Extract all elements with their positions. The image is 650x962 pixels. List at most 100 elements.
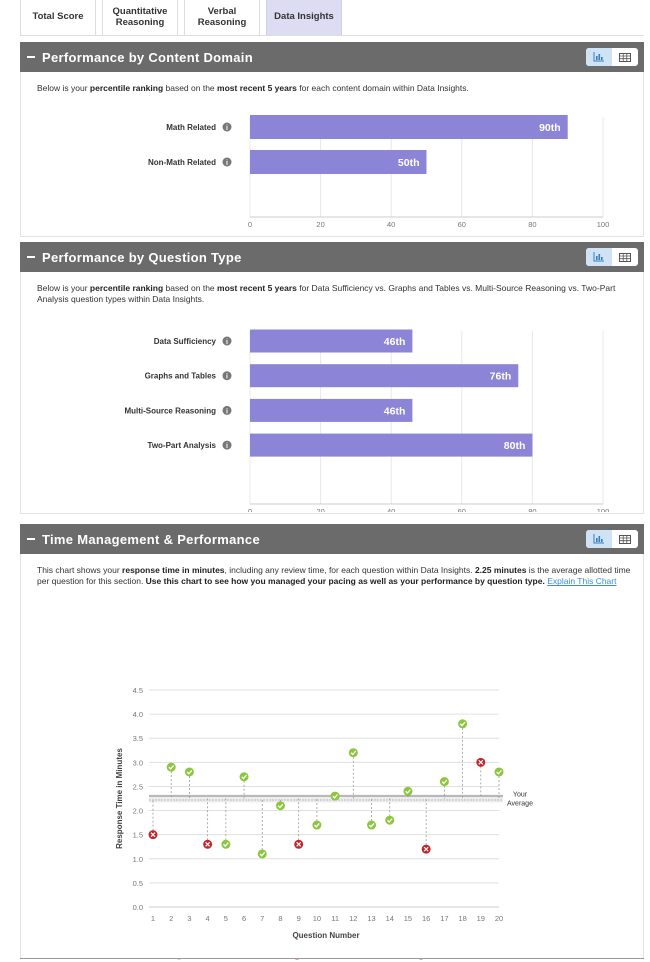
info-icon-circle [222,405,232,415]
x-tick-label: 18 [458,914,466,923]
data-point-q10 [312,820,322,830]
correct-marker [367,820,377,830]
data-point-q13 [367,820,377,830]
bar-value-label: 46th [384,405,406,417]
time-management-section: Time Management & Performance This chart… [20,524,644,960]
info-icon: i [222,157,232,167]
data-point-q6 [239,772,249,782]
bar-value-label: 90th [539,122,561,134]
y-tick-label: 2.5 [133,782,143,791]
chart-view-icon[interactable] [586,48,612,66]
y-axis-title: Response Time in Minutes [115,748,124,849]
x-icon [423,846,429,852]
content-domain-section: Performance by Content Domain Below is y… [20,42,644,237]
content-domain-chart: 0 20 40 60 80 100 Math Related i 90th Non-Math Re… [148,115,610,229]
check-icon [186,769,193,775]
section-title: Performance by Question Type [42,249,242,265]
table-view-icon[interactable] [612,48,638,66]
tabs-divider [20,35,644,36]
x-tick-label: 2 [169,914,173,923]
correct-marker [439,777,449,787]
correct-marker [494,767,504,777]
time-management-header[interactable]: Time Management & Performance [20,524,644,554]
tab-label: Total Score [32,11,84,23]
tab-label: Verbal Reasoning [197,5,247,28]
correct-marker [239,772,249,782]
x-tick-label: 60 [458,507,466,512]
bar-math-related [250,115,568,139]
y-tick-label: 1.0 [133,855,143,864]
data-point-q19 [476,757,486,767]
data-point-q2 [166,762,176,772]
bar-value-label: 76th [490,371,512,383]
info-icon-circle [222,157,232,167]
x-tick-label: 14 [386,914,394,923]
chart-view-icon[interactable] [586,248,612,266]
info-icon-glyph: i [226,160,228,167]
info-icon-glyph: i [226,339,228,346]
x-tick-label: 19 [477,914,485,923]
info-icon: i [222,405,232,415]
check-icon [405,789,411,795]
info-icon: i [222,336,232,346]
collapse-icon[interactable] [27,538,35,540]
tab-data-insights[interactable]: Data Insights [266,0,342,36]
tab-quantitative-reasoning[interactable]: Quantitative Reasoning [102,0,178,36]
tab-verbal-reasoning[interactable]: Verbal Reasoning [184,0,260,36]
tab-label: Quantitative Reasoning [112,5,168,28]
y-tick-label: 3.0 [133,758,143,767]
tab-total-score[interactable]: Total Score [20,0,96,36]
x-tick-label: 3 [187,914,191,923]
bar-value-label: 46th [384,336,406,348]
correct-marker [184,767,194,777]
bar-data-sufficiency [250,329,413,353]
content-domain-header[interactable]: Performance by Content Domain [20,42,644,72]
x-icon [205,841,211,847]
x-tick-label: 40 [387,507,395,512]
category-label-data-sufficiency: Data Sufficiency [154,337,217,346]
x-tick-label: 100 [597,220,610,229]
category-label-two-part-analysis: Two-Part Analysis [148,441,217,450]
x-icon [296,841,302,847]
x-tick-label: 80 [528,507,536,512]
data-point-q18 [458,719,468,729]
x-tick-label: 8 [278,914,282,923]
x-icon [150,832,156,838]
y-tick-label: 3.5 [133,734,143,743]
explain-chart-link[interactable]: Explain This Chart [547,576,617,587]
chart-view-icon[interactable] [586,530,612,548]
average-band [149,794,503,803]
bar-non-math-related [250,150,427,174]
bar-value-label: 50th [398,157,420,169]
table-view-icon[interactable] [612,248,638,266]
correct-marker [458,719,468,729]
bar-graphs-and-tables [250,364,519,388]
x-tick-label: 40 [387,220,395,229]
x-tick-label: 80 [528,220,536,229]
info-icon-circle [222,440,232,450]
check-icon [223,842,229,848]
x-tick-label: 12 [349,914,357,923]
collapse-icon[interactable] [27,256,35,258]
check-icon [168,765,175,770]
score-tabs: Total Score Quantitative Reasoning Verba… [20,0,348,36]
x-tick-label: 5 [224,914,228,923]
time-management-body: This chart shows your response time in m… [20,554,644,960]
correct-marker [403,786,413,796]
collapse-icon[interactable] [27,56,35,58]
category-label-multi-source-reasoning: Multi-Source Reasoning [124,406,216,415]
y-tick-label: 1.5 [133,831,143,840]
question-type-body: Below is your percentile ranking based o… [20,272,644,514]
section-title: Time Management & Performance [42,531,260,547]
legend-item-incorrectly-answered: Incorrectly Answered [294,959,300,960]
question-type-header[interactable]: Performance by Question Type [20,242,644,272]
x-tick-label: 1 [151,914,155,923]
average-label-2: Average [507,801,533,808]
check-icon [368,822,375,828]
bar-two-part-analysis [250,433,533,457]
question-type-chart: 0 20 40 60 80 100 Data Sufficiency i 46th Graphs … [124,329,609,512]
y-tick-label: 2.0 [133,807,143,816]
table-view-icon[interactable] [612,530,638,548]
info-icon-circle [222,371,232,381]
x-tick-label: 0 [248,507,252,512]
